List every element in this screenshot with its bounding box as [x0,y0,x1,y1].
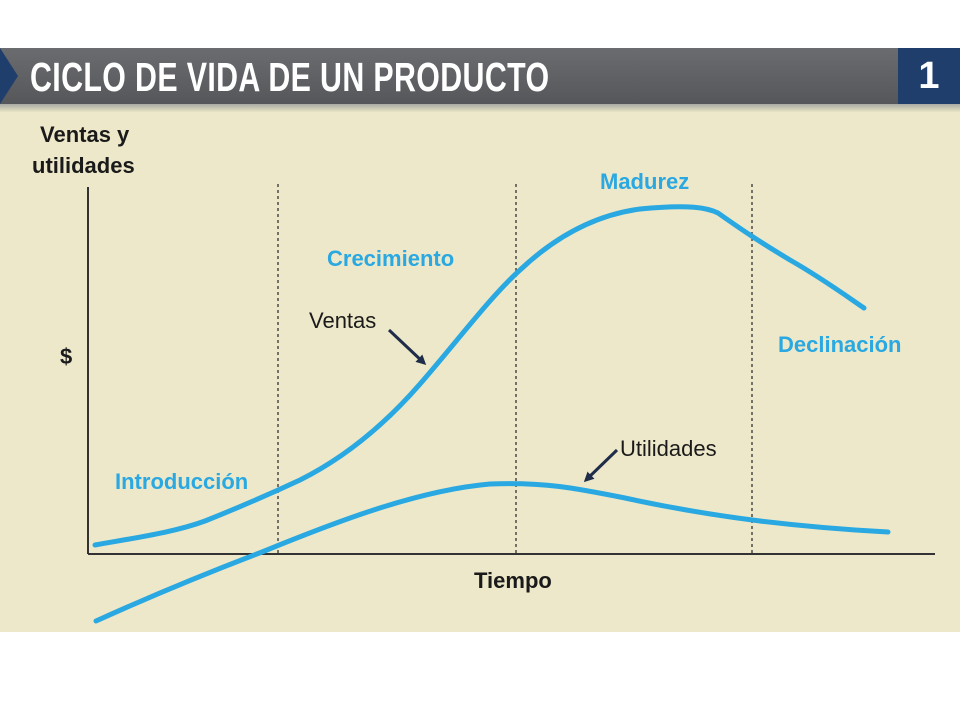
utilidades-annotation: Utilidades [620,436,717,461]
chart-panel: Ventas y utilidades $ Tiempo Introducció… [0,112,960,632]
x-axis-label: Tiempo [474,568,552,593]
phase-label-introduccion: Introducción [115,469,248,494]
phase-label-crecimiento: Crecimiento [327,246,454,271]
banner-shadow [0,104,960,112]
y-axis-label-line1: Ventas y [40,122,130,147]
ventas-curve [92,204,867,548]
page-title: CICLO DE VIDA DE UN PRODUCTO [30,54,550,100]
lifecycle-diagram: Ventas y utilidades $ Tiempo Introducció… [32,122,935,624]
y-axis-label-line2: utilidades [32,153,135,178]
phase-label-madurez: Madurez [600,169,689,194]
phase-label-declinacion: Declinación [778,332,901,357]
figure-number: 1 [898,48,960,104]
utilidades-curve [93,481,891,624]
ventas-annotation: Ventas [309,308,376,333]
banner-tab-arrow [0,48,18,104]
ventas-arrow [387,328,427,366]
y-axis-unit: $ [60,344,72,369]
utilidades-arrow [583,448,619,483]
title-banner: CICLO DE VIDA DE UN PRODUCTO 1 [0,48,960,104]
